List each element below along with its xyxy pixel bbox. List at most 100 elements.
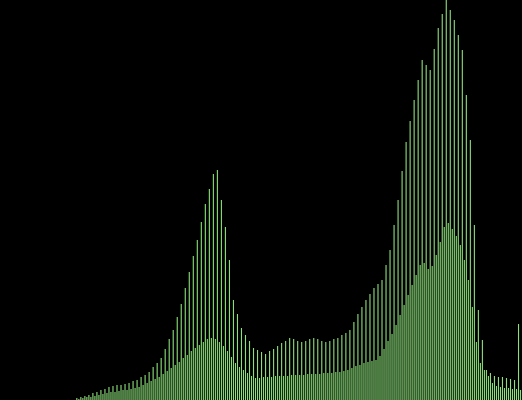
histogram-bar: [321, 341, 323, 400]
histogram-bar: [431, 266, 433, 400]
histogram-bar: [377, 284, 379, 400]
histogram-bars: [76, 0, 522, 400]
histogram-bar: [96, 392, 98, 400]
histogram-bar: [289, 338, 291, 400]
histogram-bar: [166, 371, 168, 400]
histogram-bar: [323, 373, 325, 400]
histogram-bar: [345, 333, 347, 400]
histogram-bar: [479, 363, 481, 400]
histogram-bar: [275, 376, 277, 400]
histogram-bar: [138, 387, 140, 400]
histogram-bar: [489, 373, 491, 400]
histogram-bar: [461, 50, 463, 400]
histogram-bar: [471, 307, 473, 400]
histogram-bar: [411, 285, 413, 400]
histogram-bar: [170, 368, 172, 400]
histogram-bar: [265, 354, 267, 400]
histogram-bar: [333, 339, 335, 400]
histogram-bar: [337, 338, 339, 400]
histogram-bar: [313, 338, 315, 400]
histogram-bar: [467, 280, 469, 400]
histogram-bar: [387, 341, 389, 400]
histogram-bar: [214, 339, 216, 400]
histogram-bar: [335, 372, 337, 400]
histogram-bar: [178, 362, 180, 400]
histogram-bar: [142, 385, 144, 400]
histogram-bar: [126, 390, 128, 400]
histogram-bar: [198, 345, 200, 400]
histogram-bar: [319, 374, 321, 400]
histogram-bar: [427, 269, 429, 400]
histogram-bar: [359, 365, 361, 400]
histogram-bar: [160, 358, 162, 400]
histogram-bar: [130, 389, 132, 400]
histogram-bar: [216, 170, 218, 400]
histogram-bar: [481, 340, 483, 400]
histogram-bar: [228, 260, 230, 400]
histogram-bar: [451, 229, 453, 400]
histogram-bar: [287, 376, 289, 400]
histogram-bar: [371, 361, 373, 400]
histogram-bar: [248, 341, 251, 400]
histogram-bar: [331, 373, 333, 400]
histogram-bar: [242, 370, 245, 400]
histogram-bar: [92, 393, 94, 400]
histogram-bar: [136, 380, 138, 400]
histogram-bar: [389, 250, 391, 400]
histogram-bar: [401, 171, 403, 400]
histogram-bar: [393, 225, 395, 400]
histogram-bar: [208, 189, 210, 400]
histogram-bar: [271, 377, 273, 400]
histogram-bar: [122, 390, 124, 400]
histogram-bar: [106, 393, 108, 400]
histogram-bar: [188, 272, 190, 400]
histogram-bar: [475, 342, 477, 400]
histogram-bar: [226, 351, 228, 400]
histogram-bar: [485, 370, 487, 400]
histogram-bar: [315, 374, 317, 400]
histogram-bar: [297, 341, 299, 400]
histogram-bar: [184, 288, 186, 400]
histogram-bar: [128, 383, 130, 400]
histogram-bar: [463, 260, 465, 400]
histogram-bar: [218, 342, 220, 400]
histogram-bar: [353, 322, 355, 400]
histogram-bar: [134, 388, 136, 400]
histogram-bar: [263, 377, 265, 400]
histogram-bar: [357, 314, 359, 400]
histogram-bar: [210, 338, 212, 400]
histogram-bar: [417, 80, 419, 400]
histogram-bar: [355, 366, 357, 400]
histogram-bar: [162, 374, 164, 400]
histogram-bar: [238, 367, 241, 400]
histogram-bar: [351, 368, 353, 400]
histogram-bar: [325, 342, 327, 400]
histogram-bar: [80, 397, 82, 400]
histogram-bar: [104, 389, 106, 400]
histogram-bar: [395, 325, 397, 400]
histogram-bar: [367, 362, 369, 400]
histogram-bar: [232, 300, 234, 400]
histogram-bar: [202, 342, 204, 400]
histogram-bar: [407, 295, 409, 400]
histogram-bar: [82, 398, 84, 400]
histogram-bar: [194, 348, 196, 400]
histogram-bar: [391, 334, 393, 400]
histogram-bar: [437, 28, 439, 400]
histogram-bar: [421, 60, 423, 400]
histogram-bar: [112, 386, 114, 400]
histogram-bar: [252, 348, 255, 400]
histogram-bar: [513, 380, 516, 400]
histogram-bar: [349, 330, 351, 400]
histogram-bar: [459, 245, 461, 400]
histogram-bar: [511, 389, 514, 400]
histogram-bar: [519, 390, 522, 400]
histogram-bar: [144, 375, 146, 400]
histogram-bar: [385, 265, 387, 400]
histogram-bar: [449, 10, 451, 400]
histogram-bar: [98, 395, 100, 400]
histogram-bar: [277, 346, 279, 400]
histogram-bar: [108, 387, 110, 400]
histogram-bar: [339, 372, 341, 400]
